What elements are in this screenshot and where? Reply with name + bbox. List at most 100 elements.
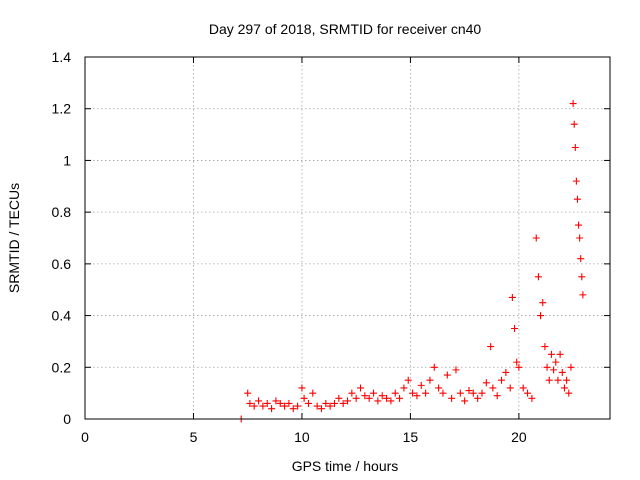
data-point [474, 394, 482, 402]
data-point [374, 397, 382, 405]
data-point [439, 389, 447, 397]
y-tick-label: 0.4 [52, 308, 72, 324]
data-point [452, 366, 460, 374]
data-point [370, 389, 378, 397]
data-point [565, 389, 573, 397]
data-point [250, 402, 258, 410]
data-point [456, 389, 464, 397]
data-point [276, 399, 284, 407]
data-point [417, 381, 425, 389]
data-point [502, 368, 510, 376]
data-point [570, 120, 578, 128]
x-tick-label: 20 [511, 429, 527, 445]
data-point [322, 399, 330, 407]
x-tick-label: 0 [81, 429, 89, 445]
data-point [317, 405, 325, 413]
y-tick-label: 0.6 [52, 256, 72, 272]
data-point [400, 384, 408, 392]
data-point [554, 376, 562, 384]
data-point [304, 399, 312, 407]
data-point [289, 405, 297, 413]
x-tick-label: 15 [403, 429, 419, 445]
data-point [361, 392, 369, 400]
data-point [259, 402, 267, 410]
data-point [482, 379, 490, 387]
data-point [443, 371, 451, 379]
y-tick-label: 0.2 [52, 359, 72, 375]
data-point [465, 387, 473, 395]
y-tick-label: 1 [63, 152, 71, 168]
data-point [387, 397, 395, 405]
data-point [571, 144, 579, 151]
data-point [552, 358, 560, 366]
data-point [513, 358, 521, 366]
x-axis-label: GPS time / hours [292, 458, 399, 474]
data-point [309, 389, 317, 397]
data-point [396, 394, 404, 402]
data-point [547, 350, 555, 358]
data-point [550, 366, 558, 374]
data-point [519, 384, 527, 392]
data-point [573, 195, 581, 203]
data-point [391, 389, 399, 397]
data-point [326, 402, 334, 410]
data-point [330, 399, 338, 407]
data-point [294, 402, 302, 410]
plot-frame [84, 56, 611, 420]
data-point [298, 384, 306, 392]
data-point [426, 376, 434, 384]
data-point [352, 394, 360, 402]
data-point [339, 399, 347, 407]
data-point [506, 384, 514, 392]
data-point [532, 234, 540, 242]
data-point [558, 368, 566, 376]
data-point [569, 100, 577, 108]
data-point [515, 363, 523, 371]
data-point [579, 291, 587, 299]
y-axis-label: SRMTID / TECUs [6, 183, 22, 293]
data-point [348, 389, 356, 397]
data-point [575, 221, 583, 229]
data-point [409, 389, 417, 397]
data-point [528, 394, 536, 402]
x-tick-label: 5 [190, 429, 198, 445]
data-point [567, 363, 575, 371]
x-tick-label: 10 [294, 429, 310, 445]
data-point [545, 376, 553, 384]
data-point [268, 405, 276, 413]
data-point [435, 384, 443, 392]
data-point [537, 312, 545, 320]
data-point [365, 394, 373, 402]
data-point [489, 384, 497, 392]
data-point [383, 394, 391, 402]
data-point [493, 392, 501, 400]
data-point [539, 299, 547, 307]
y-tick-label: 0.8 [52, 204, 72, 220]
ticks-layer: 0 5 10 15 20 0 0.2 0.4 0.6 0.8 1 1.2 1.4 [52, 49, 610, 445]
data-point [344, 397, 351, 405]
data-point [255, 397, 263, 405]
data-point [430, 363, 438, 371]
data-point [578, 273, 586, 281]
grid-layer [85, 57, 610, 419]
data-point [469, 389, 477, 397]
data-point [263, 399, 271, 407]
data-point [478, 389, 486, 397]
y-tick-label: 1.2 [52, 101, 72, 117]
data-point [422, 389, 430, 397]
data-point [272, 397, 280, 405]
data-point [335, 394, 343, 402]
chart-title: Day 297 of 2018, SRMTID for receiver cn4… [209, 21, 482, 37]
data-point [281, 402, 289, 410]
data-point [508, 293, 516, 301]
data-point [524, 389, 532, 397]
data-point [543, 363, 551, 371]
data-point [534, 273, 542, 281]
data-point [461, 397, 469, 405]
data-point [246, 399, 254, 407]
data-point [572, 177, 580, 185]
y-tick-label: 0 [63, 411, 71, 427]
data-point [413, 392, 421, 400]
data-points [237, 100, 587, 423]
